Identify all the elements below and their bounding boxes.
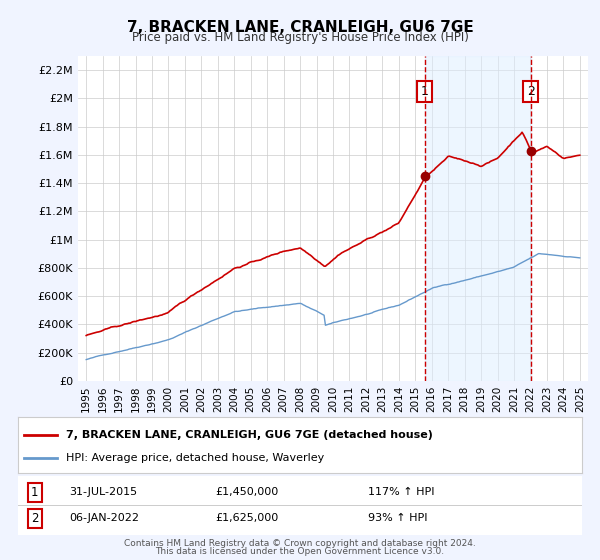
Bar <box>425 56 531 381</box>
Text: Contains HM Land Registry data © Crown copyright and database right 2024.: Contains HM Land Registry data © Crown c… <box>124 539 476 548</box>
Text: £1,625,000: £1,625,000 <box>215 514 278 524</box>
Text: 93% ↑ HPI: 93% ↑ HPI <box>368 514 427 524</box>
Text: 7, BRACKEN LANE, CRANLEIGH, GU6 7GE: 7, BRACKEN LANE, CRANLEIGH, GU6 7GE <box>127 20 473 35</box>
Text: Price paid vs. HM Land Registry's House Price Index (HPI): Price paid vs. HM Land Registry's House … <box>131 31 469 44</box>
Text: 1: 1 <box>31 486 38 499</box>
Text: 1: 1 <box>421 85 429 98</box>
Text: HPI: Average price, detached house, Waverley: HPI: Average price, detached house, Wave… <box>66 452 324 463</box>
Text: 7, BRACKEN LANE, CRANLEIGH, GU6 7GE (detached house): 7, BRACKEN LANE, CRANLEIGH, GU6 7GE (det… <box>66 430 433 440</box>
Text: 2: 2 <box>31 512 38 525</box>
Text: 117% ↑ HPI: 117% ↑ HPI <box>368 487 434 497</box>
Text: 06-JAN-2022: 06-JAN-2022 <box>69 514 139 524</box>
Text: This data is licensed under the Open Government Licence v3.0.: This data is licensed under the Open Gov… <box>155 548 445 557</box>
Text: £1,450,000: £1,450,000 <box>215 487 278 497</box>
Text: 2: 2 <box>527 85 535 98</box>
Text: 31-JUL-2015: 31-JUL-2015 <box>69 487 137 497</box>
